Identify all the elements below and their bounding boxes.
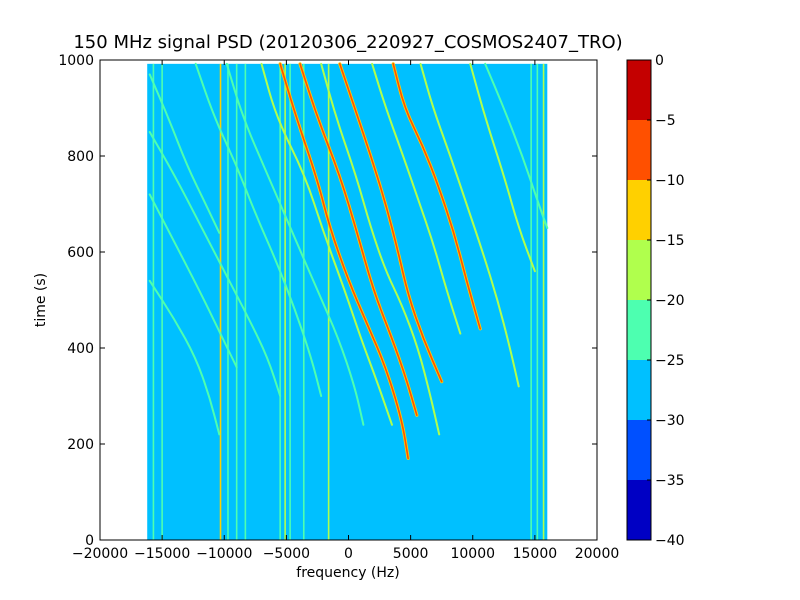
colorbar: 0 −5 −10 −15 −20 −25 −30 −35 −40 xyxy=(626,53,685,549)
colorbar-level xyxy=(627,360,651,420)
signal-trace xyxy=(371,62,462,335)
x-tick-label: 20000 xyxy=(575,546,620,562)
chart-title: 150 MHz signal PSD (20120306_220927_COSM… xyxy=(73,32,622,53)
signal-trace xyxy=(484,62,549,229)
x-tick-label: 0 xyxy=(344,546,353,562)
signal-trace xyxy=(260,62,393,426)
colorbar-ticks: 0 −5 −10 −15 −20 −25 −30 −35 −40 xyxy=(647,53,685,549)
y-tick-label: 1000 xyxy=(58,53,94,69)
y-axis-label: time (s) xyxy=(33,273,49,327)
x-tick-label: −15000 xyxy=(134,546,190,562)
colorbar-tick-label: −30 xyxy=(655,413,685,429)
colorbar-tick-label: −20 xyxy=(655,293,685,309)
colorbar-level xyxy=(627,480,651,540)
signal-trace xyxy=(194,62,323,397)
colorbar-tick-label: −10 xyxy=(655,173,685,189)
colorbar-tick-label: −15 xyxy=(655,233,685,249)
signal-trace xyxy=(148,279,221,436)
y-axis-ticks: 0 200 400 600 800 1000 xyxy=(58,53,597,549)
y-tick-label: 400 xyxy=(67,341,94,357)
x-axis-label: frequency (Hz) xyxy=(296,565,399,581)
colorbar-level xyxy=(627,240,651,300)
x-tick-label: 5000 xyxy=(393,546,429,562)
signal-trace xyxy=(148,193,238,369)
y-tick-label: 0 xyxy=(85,533,94,549)
colorbar-tick-label: −40 xyxy=(655,533,685,549)
colorbar-level xyxy=(627,60,651,120)
signal-trace xyxy=(148,73,221,234)
y-tick-label: 800 xyxy=(67,149,94,165)
colorbar-tick-label: 0 xyxy=(655,53,664,69)
y-tick-label: 600 xyxy=(67,245,94,261)
x-tick-label: −20000 xyxy=(72,546,128,562)
heatmap-background xyxy=(147,63,548,540)
signal-trace xyxy=(279,63,409,460)
signal-trace xyxy=(225,62,365,426)
colorbar-level xyxy=(627,180,651,240)
colorbar-level xyxy=(627,120,651,180)
colorbar-levels xyxy=(627,60,651,540)
x-tick-label: −10000 xyxy=(196,546,252,562)
colorbar-level xyxy=(627,300,651,360)
colorbar-tick-label: −5 xyxy=(655,113,676,129)
x-axis-ticks: −20000 −15000 −10000 −5000 0 5000 10000 15000 20… xyxy=(72,60,619,562)
colorbar-tick-label: −25 xyxy=(655,353,685,369)
y-tick-label: 200 xyxy=(67,437,94,453)
signal-trace xyxy=(392,63,482,330)
x-tick-label: 10000 xyxy=(450,546,495,562)
colorbar-level xyxy=(627,420,651,480)
x-tick-label: 15000 xyxy=(513,546,558,562)
x-tick-label: −5000 xyxy=(263,546,310,562)
signal-trace xyxy=(469,62,536,273)
signal-trace xyxy=(339,63,443,383)
plot-area: −20000 −15000 −10000 −5000 0 5000 10000 15000 20… xyxy=(58,53,619,562)
colorbar-tick-label: −35 xyxy=(655,473,685,489)
signal-trace xyxy=(419,62,520,388)
signal-trace xyxy=(148,131,282,397)
signal-trace xyxy=(299,63,418,416)
signal-trace xyxy=(320,62,441,436)
heatmap-layer xyxy=(147,62,549,540)
